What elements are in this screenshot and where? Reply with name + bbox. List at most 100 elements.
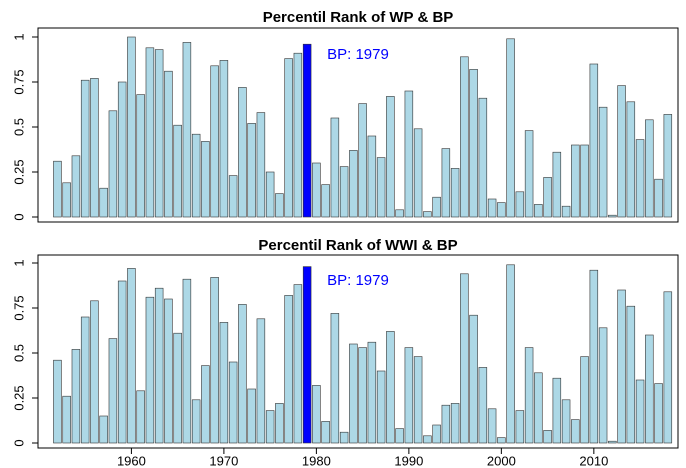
bar	[265, 410, 275, 444]
y-tick-label: 0.25	[11, 159, 26, 184]
bar	[71, 349, 81, 444]
y-tick-label: 1	[11, 259, 26, 266]
y-tick-label: 1	[11, 33, 26, 40]
plot-frame	[37, 254, 679, 449]
bar	[589, 63, 599, 218]
bar	[552, 151, 562, 218]
bar	[358, 347, 367, 444]
bar	[506, 38, 515, 218]
bar	[497, 437, 506, 444]
bar	[108, 338, 118, 444]
bar	[293, 52, 303, 218]
bar	[469, 69, 478, 218]
bar	[413, 128, 423, 218]
bar	[219, 322, 229, 444]
bar	[598, 106, 608, 218]
bar	[136, 94, 145, 218]
bar	[524, 347, 534, 444]
bar	[487, 408, 497, 444]
bar	[191, 133, 201, 218]
bar	[284, 295, 293, 444]
chart-title: Percentil Rank of WP & BP	[263, 9, 454, 26]
bar	[154, 49, 164, 218]
bar	[62, 395, 71, 444]
y-tick-label: 0	[11, 213, 26, 220]
bar	[571, 419, 580, 444]
bar	[284, 58, 293, 218]
bar	[580, 144, 589, 218]
bar	[256, 112, 266, 218]
bar	[386, 96, 395, 218]
bar	[90, 300, 99, 444]
y-tick-label: 0.75	[11, 295, 26, 320]
bar	[90, 78, 99, 218]
bar	[608, 214, 617, 218]
bar	[99, 187, 108, 218]
bar	[441, 404, 451, 444]
bar	[617, 289, 626, 444]
bar	[478, 97, 488, 218]
bar	[80, 316, 90, 444]
bar	[487, 198, 497, 218]
bar	[635, 139, 645, 218]
bar	[460, 273, 469, 444]
bar	[136, 390, 145, 444]
x-tick-label: 1970	[209, 453, 238, 468]
bar	[552, 377, 562, 444]
highlight-bar	[302, 43, 312, 218]
bar	[617, 85, 626, 218]
bar	[515, 191, 525, 218]
bar	[469, 314, 478, 444]
bar	[228, 175, 238, 218]
bar	[543, 430, 552, 444]
bar	[238, 87, 247, 218]
bar	[117, 280, 127, 444]
bar	[191, 399, 201, 444]
chart-title: Percentil Rank of WWI & BP	[258, 237, 457, 254]
bar	[256, 318, 266, 444]
bar	[228, 361, 238, 444]
bar	[663, 291, 673, 444]
bar	[62, 182, 71, 218]
bar	[478, 367, 488, 444]
bar	[99, 415, 108, 444]
bar	[312, 385, 321, 444]
highlight-bar	[302, 266, 312, 444]
bar	[561, 205, 571, 218]
bar	[173, 332, 182, 444]
bar	[145, 296, 155, 444]
bar	[358, 103, 367, 218]
bar	[247, 388, 256, 444]
bar	[376, 370, 386, 444]
bar	[423, 211, 432, 218]
annotation: BP: 1979	[327, 46, 389, 63]
y-tick-label: 0.5	[11, 344, 26, 362]
bar	[330, 313, 340, 444]
bar	[127, 36, 136, 218]
bar	[265, 171, 275, 218]
bar	[210, 65, 219, 218]
bar	[247, 123, 256, 218]
x-tick-label: 1990	[394, 453, 423, 468]
bar	[524, 130, 534, 218]
bar	[201, 365, 210, 444]
bar	[275, 193, 284, 218]
bar	[598, 327, 608, 444]
bar	[450, 168, 460, 218]
bar	[321, 184, 330, 218]
bar	[404, 347, 414, 444]
bar	[413, 356, 423, 444]
bar	[339, 431, 349, 444]
bar	[182, 278, 192, 444]
y-tick-label: 0.25	[11, 385, 26, 410]
bar	[201, 141, 210, 218]
bar	[645, 334, 654, 444]
bar	[293, 284, 303, 444]
bar	[275, 403, 284, 444]
bar	[376, 157, 386, 218]
bar	[80, 79, 90, 218]
bar	[108, 110, 118, 218]
bar	[127, 268, 136, 444]
bar	[432, 196, 441, 218]
